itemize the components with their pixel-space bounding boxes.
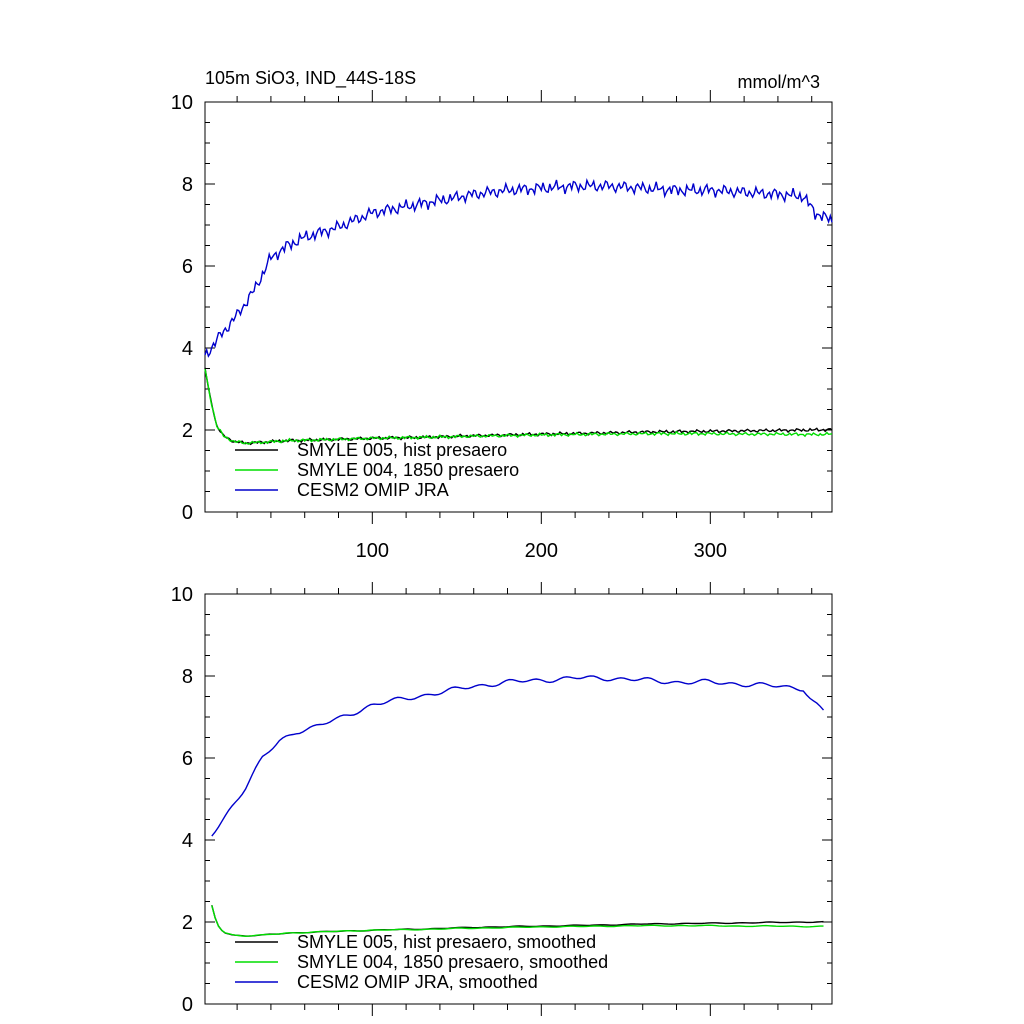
series-line	[211, 675, 825, 837]
y-tick-label: 2	[182, 912, 193, 934]
top-chart-panel: 105m SiO3, IND_44S-18S mmol/m^3 0 2 4 6 8 10 1…	[171, 68, 833, 562]
chart-title-right: mmol/m^3	[738, 72, 820, 92]
y-tick-label: 0	[182, 994, 193, 1016]
x-tick-label: 200	[525, 540, 558, 562]
series-line	[204, 368, 833, 445]
y-tick-label: 0	[182, 502, 193, 524]
series-line	[204, 367, 833, 446]
legend-label: SMYLE 005, hist presaero, smoothed	[297, 932, 596, 952]
y-tick-label: 8	[182, 174, 193, 196]
legend-label: SMYLE 004, 1850 presaero	[297, 460, 519, 480]
legend-label: CESM2 OMIP JRA, smoothed	[297, 972, 538, 992]
y-tick-label: 4	[182, 830, 193, 852]
legend-label: CESM2 OMIP JRA	[297, 480, 449, 500]
chart-title-left: 105m SiO3, IND_44S-18S	[205, 68, 416, 89]
series-line	[211, 905, 824, 938]
bottom-chart-panel: 0 2 4 6 8 10 SMYLE 005, hist presaero, smooth…	[171, 582, 833, 1016]
x-tick-label: 300	[694, 540, 727, 562]
y-tick-label: 4	[182, 338, 193, 360]
y-tick-label: 10	[171, 584, 193, 606]
legend-label: SMYLE 004, 1850 presaero, smoothed	[297, 952, 608, 972]
y-tick-label: 6	[182, 256, 193, 278]
x-tick-label: 100	[356, 540, 389, 562]
y-tick-label: 10	[171, 92, 193, 114]
y-tick-label: 8	[182, 666, 193, 688]
series-line	[204, 178, 833, 358]
legend-label: SMYLE 005, hist presaero	[297, 440, 507, 460]
y-tick-label: 2	[182, 420, 193, 442]
y-tick-label: 6	[182, 748, 193, 770]
